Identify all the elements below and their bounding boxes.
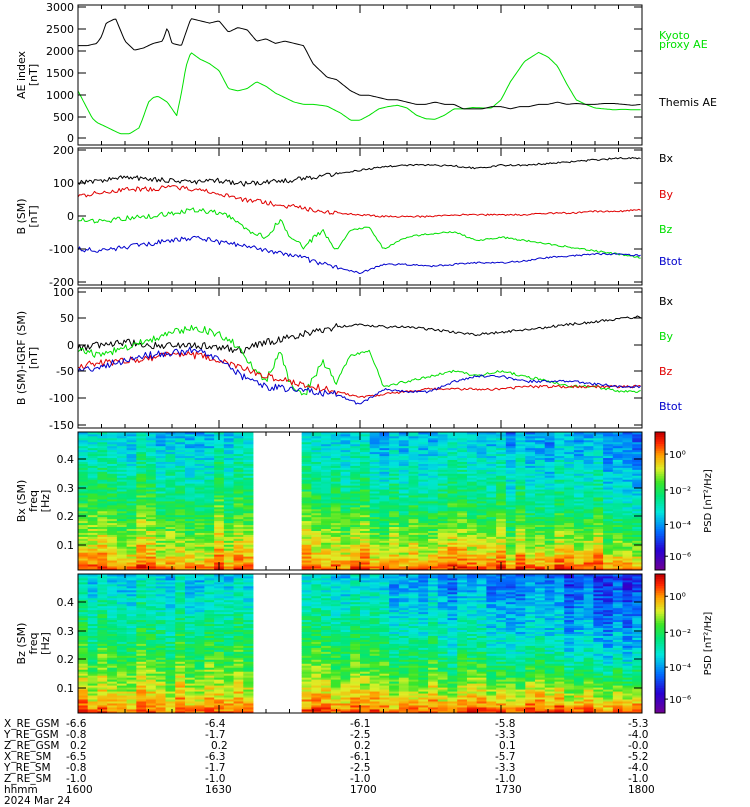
y-tick-label: 0.1	[57, 539, 75, 552]
y-tick-label: 2000	[46, 45, 74, 58]
legend-label: Bz	[659, 223, 673, 236]
colorbar-tick-label: 10⁻²	[669, 486, 691, 497]
legend-label: Bx	[659, 295, 674, 308]
series-line-bx	[78, 158, 641, 187]
legend-label: proxy AE	[659, 38, 708, 51]
legend-label: Bz	[659, 365, 673, 378]
y-tick-label: 200	[53, 144, 74, 157]
y-tick-label: 100	[53, 177, 74, 190]
legend-label: By	[659, 330, 674, 343]
legend-label: By	[659, 188, 674, 201]
y-axis-label: [nT]	[27, 347, 40, 369]
series-line-kyoto-proxy-ae	[78, 52, 641, 133]
plot-frame	[78, 148, 642, 285]
series-line-btot	[78, 236, 641, 273]
y-tick-label: 0	[67, 339, 74, 352]
legend-label: Btot	[659, 400, 683, 413]
y-tick-label: -100	[49, 392, 74, 405]
series-line-by	[78, 325, 641, 394]
colorbar-label: PSD [nT²/Hz]	[703, 469, 714, 533]
colorbar-tick-label: 10⁻⁶	[669, 552, 691, 563]
y-tick-label: 50	[60, 312, 74, 325]
series-line-themis-ae	[78, 19, 641, 109]
colorbar-tick-label: 10⁻⁴	[669, 520, 691, 531]
series-line-btot	[78, 347, 641, 404]
y-axis-label: [Hz]	[39, 490, 52, 513]
y-tick-label: 0.2	[57, 510, 75, 523]
y-tick-label: 2500	[46, 23, 74, 36]
plot-frame	[78, 288, 642, 428]
y-tick-label: 3000	[46, 1, 74, 14]
y-tick-label: 0	[67, 210, 74, 223]
plot-frame	[78, 5, 642, 145]
y-tick-label: -100	[49, 243, 74, 256]
legend-label: Bx	[659, 152, 674, 165]
y-tick-label: 500	[53, 111, 74, 124]
y-axis-label: [nT]	[27, 205, 40, 227]
y-axis-label: [nT]	[27, 64, 40, 86]
series-line-bz	[78, 208, 641, 258]
y-tick-label: 1000	[46, 89, 74, 102]
legend-label: Btot	[659, 255, 683, 268]
legend-label: Themis AE	[658, 96, 717, 109]
y-tick-label: 1500	[46, 67, 74, 80]
y-tick-label: 0.3	[57, 482, 75, 495]
y-tick-label: 100	[53, 286, 74, 299]
y-tick-label: 0.4	[57, 453, 75, 466]
series-line-bz	[78, 352, 641, 398]
y-tick-label: -50	[56, 365, 74, 378]
y-tick-label: -150	[49, 419, 74, 432]
colorbar-tick-label: 10⁰	[669, 450, 686, 461]
